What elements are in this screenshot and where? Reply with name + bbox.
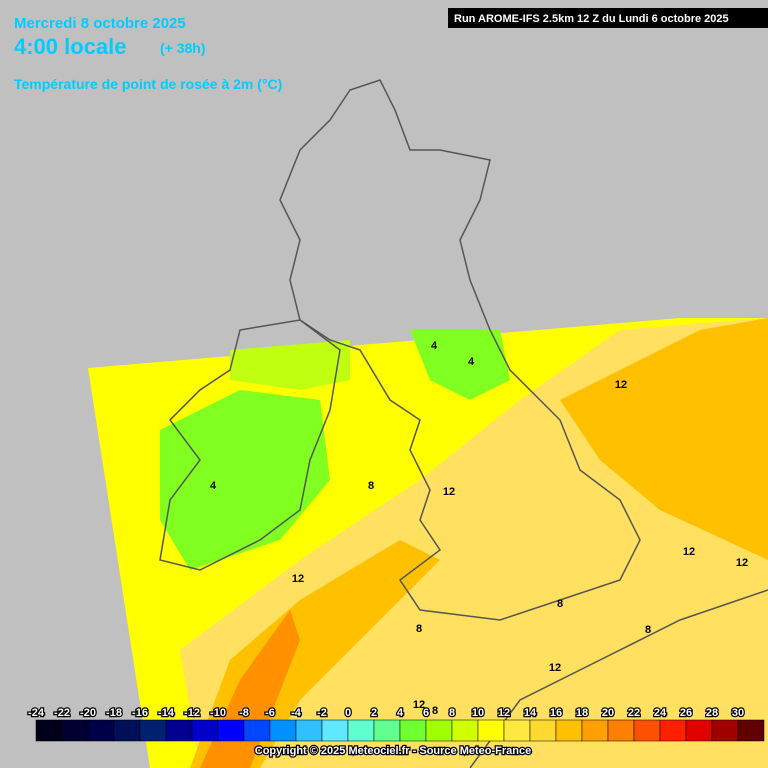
- contour-label: 12: [443, 486, 455, 498]
- colorbar-swatch: [581, 719, 609, 742]
- field-lime: [230, 340, 350, 390]
- contour-label: 4: [468, 356, 475, 368]
- colorbar-swatch: [737, 719, 765, 742]
- colorbar-label: -6: [265, 707, 275, 719]
- colorbar-swatch: [659, 719, 687, 742]
- date: Mercredi 8 octobre 2025: [14, 15, 186, 32]
- colorbar-label: -18: [106, 707, 122, 719]
- colorbar-label: -8: [239, 707, 249, 719]
- coastline-britain: [279, 79, 641, 621]
- colorbar-swatch: [165, 719, 193, 742]
- contour-label: 8: [432, 705, 438, 717]
- colorbar-label: 30: [732, 707, 744, 719]
- contour-label: 4: [431, 340, 438, 352]
- colorbar-swatch: [113, 719, 141, 742]
- contour-label: 8: [557, 598, 563, 610]
- colorbar-label: 14: [524, 707, 537, 719]
- colorbar-label: 18: [576, 707, 588, 719]
- colorbar-label: 20: [602, 707, 614, 719]
- contour-label: 12: [683, 546, 695, 558]
- colorbar-label: -2: [317, 707, 327, 719]
- contour-label: 8: [645, 624, 651, 636]
- colorbar-swatch: [685, 719, 713, 742]
- contour-label: 12: [292, 573, 304, 585]
- colorbar-label: 6: [423, 707, 429, 719]
- colorbar-swatch: [217, 719, 245, 742]
- colorbar-swatch: [425, 719, 453, 742]
- copyright: Copyright © 2025 Meteociel.fr - Source M…: [255, 745, 531, 757]
- time: 4:00 locale: [14, 34, 127, 59]
- colorbar-label: -20: [80, 707, 96, 719]
- field-orange: [560, 318, 768, 560]
- colorbar-swatch: [243, 719, 271, 742]
- colorbar-swatch: [399, 719, 427, 742]
- colorbar-swatch: [191, 719, 219, 742]
- field-green: [410, 330, 510, 400]
- colorbar-swatch: [373, 719, 401, 742]
- colorbar-swatch: [633, 719, 661, 742]
- contour-label: 4: [210, 480, 217, 492]
- colorbar-label: 16: [550, 707, 562, 719]
- contour-label: 8: [416, 623, 422, 635]
- colorbar-label: 26: [680, 707, 692, 719]
- colorbar-swatch: [139, 719, 167, 742]
- colorbar-swatch: [503, 719, 531, 742]
- colorbar-label: 10: [472, 707, 484, 719]
- colorbar-label: -14: [158, 707, 175, 719]
- colorbar-label: 24: [654, 707, 667, 719]
- colorbar-label: 4: [397, 707, 404, 719]
- coastline-ireland: [159, 319, 341, 571]
- colorbar-swatch: [477, 719, 505, 742]
- contour-label: 12: [413, 699, 425, 711]
- colorbar-swatch: [347, 719, 375, 742]
- colorbar-label: -24: [28, 707, 45, 719]
- colorbar-label: -4: [291, 707, 302, 719]
- parameter: Température de point de rosée à 2m (°C): [14, 76, 282, 92]
- colorbar-swatch: [35, 719, 63, 742]
- colorbar-label: -10: [210, 707, 226, 719]
- colorbar-label: 22: [628, 707, 640, 719]
- lead-time: (+ 38h): [160, 40, 206, 56]
- colorbar-label: 28: [706, 707, 718, 719]
- colorbar-swatch: [295, 719, 323, 742]
- colorbar-swatch: [529, 719, 557, 742]
- colorbar-label: -22: [54, 707, 70, 719]
- contour-label: 12: [736, 557, 748, 569]
- colorbar-swatch: [269, 719, 297, 742]
- colorbar-label: 0: [345, 707, 351, 719]
- colorbar-swatch: [87, 719, 115, 742]
- colorbar-swatch: [555, 719, 583, 742]
- colorbar-label: -12: [184, 707, 200, 719]
- colorbar-label: 8: [449, 707, 455, 719]
- field-green: [160, 390, 330, 570]
- colorbar-swatch: [451, 719, 479, 742]
- colorbar-label: -16: [132, 707, 148, 719]
- colorbar-swatch: [711, 719, 739, 742]
- contour-label: 8: [368, 480, 374, 492]
- run-info: Run AROME-IFS 2.5km 12 Z du Lundi 6 octo…: [454, 13, 729, 25]
- contour-label: 12: [615, 379, 627, 391]
- run-box: [448, 8, 768, 28]
- colorbar-swatch: [321, 719, 349, 742]
- colorbar-swatch: [61, 719, 89, 742]
- contour-label: 12: [549, 662, 561, 674]
- colorbar-swatch: [607, 719, 635, 742]
- colorbar-label: 2: [371, 707, 377, 719]
- colorbar-label: 12: [498, 707, 510, 719]
